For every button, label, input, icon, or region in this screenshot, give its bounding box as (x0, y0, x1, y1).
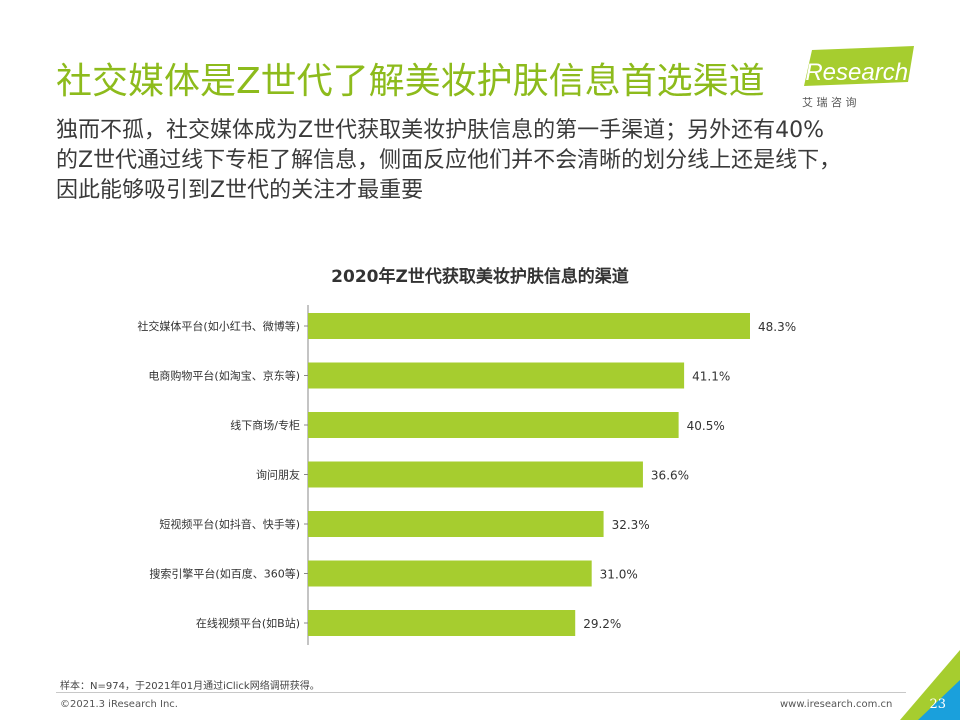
category-label-5: 搜索引擎平台(如百度、360等) (149, 567, 300, 581)
bar-6 (308, 610, 576, 636)
bar-1 (308, 362, 685, 389)
category-label-1: 电商购物平台(如淘宝、京东等) (148, 369, 300, 383)
value-label-1: 41.1% (692, 370, 730, 384)
copyright: ©2021.3 iResearch Inc. (60, 699, 178, 710)
value-label-6: 29.2% (583, 617, 621, 631)
value-label-4: 32.3% (612, 518, 650, 532)
category-label-4: 短视频平台(如抖音、快手等) (159, 517, 300, 531)
logo-brand: iResearch (800, 59, 908, 86)
sample-note: 样本：N=974，于2021年01月通过iClick网络调研获得。 (60, 681, 320, 692)
bar-4 (308, 511, 604, 537)
logo-cn: 艾 瑞 咨 询 (802, 95, 857, 109)
bar-chart: 社交媒体平台(如小红书、微博等) 48.3% 电商购物平台(如淘宝、京东等) 41.1… (137, 305, 796, 645)
footer-divider (56, 692, 906, 693)
subtitle-line: 的Z世代通过线下专柜了解信息，侧面反应他们并不会清晰的划分线上还是线下， (56, 148, 842, 173)
corner-decoration (900, 650, 960, 720)
website: www.iresearch.com.cn (780, 699, 893, 710)
page-number: 23 (929, 697, 946, 712)
category-label-2: 线下商场/专柜 (230, 418, 300, 432)
value-label-3: 36.6% (651, 469, 689, 483)
category-label-6: 在线视频平台(如B站) (196, 616, 300, 630)
chart-title: 2020年Z世代获取美妆护肤信息的渠道 (331, 267, 629, 287)
bar-5 (308, 560, 592, 587)
subtitle-line: 独而不孤，社交媒体成为Z世代获取美妆护肤信息的第一手渠道；另外还有40% (56, 118, 824, 143)
subtitle: 独而不孤，社交媒体成为Z世代获取美妆护肤信息的第一手渠道；另外还有40% 的Z世… (56, 116, 936, 206)
value-label-0: 48.3% (758, 320, 796, 334)
bar-3 (308, 461, 643, 488)
category-label-3: 询问朋友 (256, 468, 300, 482)
value-label-2: 40.5% (687, 419, 725, 433)
value-label-5: 31.0% (600, 568, 638, 582)
subtitle-line: 因此能够吸引到Z世代的关注才最重要 (56, 178, 424, 203)
category-label-0: 社交媒体平台(如小红书、微博等) (137, 319, 300, 333)
page-title: 社交媒体是Z世代了解美妆护肤信息首选渠道 (56, 61, 765, 102)
bar-0 (308, 313, 750, 339)
iresearch-logo: iResearch 艾 瑞 咨 询 (800, 46, 914, 109)
bar-2 (308, 412, 679, 438)
